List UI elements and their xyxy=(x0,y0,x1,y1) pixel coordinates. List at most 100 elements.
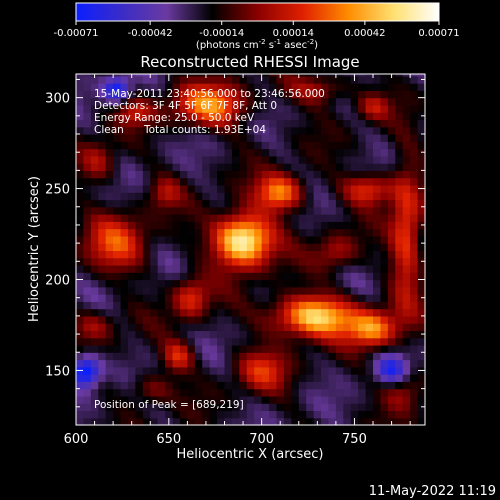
heatmap-cell xyxy=(269,301,278,310)
heatmap-cell xyxy=(328,417,337,426)
heatmap-cell xyxy=(343,315,352,324)
heatmap-cell xyxy=(306,301,315,310)
heatmap-cell xyxy=(380,243,389,251)
heatmap-cell xyxy=(387,235,396,244)
heatmap-cell xyxy=(350,104,359,113)
heatmap-cell xyxy=(179,330,188,339)
heatmap-cell xyxy=(358,206,367,215)
heatmap-cell xyxy=(269,272,278,281)
heatmap-cell xyxy=(306,170,315,179)
heatmap-cell xyxy=(313,206,322,215)
heatmap-cell xyxy=(261,417,270,426)
heatmap-cell xyxy=(135,206,144,215)
heatmap-cell xyxy=(194,395,203,404)
heatmap-cell xyxy=(135,74,144,77)
heatmap-cell xyxy=(150,155,159,164)
heatmap-cell xyxy=(321,134,330,142)
heatmap-cell xyxy=(395,323,404,332)
heatmap-cell xyxy=(127,323,137,332)
heatmap-cell xyxy=(217,264,226,273)
heatmap-cell xyxy=(328,221,337,230)
heatmap-cell xyxy=(380,272,389,281)
heatmap-cell xyxy=(365,243,374,251)
heatmap-cell xyxy=(120,206,129,215)
heatmap-cell xyxy=(328,192,337,201)
heatmap-cell xyxy=(350,315,359,324)
heatmap-cell xyxy=(239,177,248,186)
heatmap-cell xyxy=(350,184,359,193)
heatmap-cell xyxy=(358,199,367,208)
heatmap-cell xyxy=(328,170,337,179)
heatmap-cell xyxy=(246,279,255,288)
heatmap-cell xyxy=(202,192,211,201)
heatmap-cell xyxy=(135,250,144,259)
heatmap-cell xyxy=(127,359,137,368)
heatmap-cell xyxy=(120,323,129,332)
heatmap-cell xyxy=(395,359,404,368)
heatmap-cell xyxy=(276,163,285,171)
heatmap-cell xyxy=(90,330,99,339)
heatmap-cell xyxy=(105,250,114,259)
heatmap-cell xyxy=(306,366,315,375)
heatmap-cell xyxy=(135,395,144,404)
heatmap-cell xyxy=(209,97,218,106)
heatmap-cell xyxy=(246,352,255,361)
heatmap-cell xyxy=(246,344,255,353)
heatmap-cell xyxy=(328,155,337,164)
heatmap-cell xyxy=(269,75,278,84)
heatmap-cell xyxy=(224,148,233,157)
heatmap-cell xyxy=(291,301,300,310)
heatmap-cell xyxy=(365,388,374,397)
heatmap-cell xyxy=(179,214,188,222)
heatmap-cell xyxy=(254,221,263,230)
heatmap-cell xyxy=(142,90,151,99)
heatmap-cell xyxy=(283,366,292,375)
heatmap-cell xyxy=(150,330,159,339)
heatmap-cell xyxy=(90,199,99,208)
heatmap-cell xyxy=(187,264,196,273)
heatmap-cell xyxy=(269,359,278,368)
heatmap-cell xyxy=(358,381,367,390)
heatmap-cell xyxy=(135,104,144,113)
heatmap-cell xyxy=(142,294,151,302)
heatmap-cell xyxy=(98,315,107,324)
heatmap-cell xyxy=(387,272,396,281)
heatmap-cell xyxy=(365,163,374,171)
heatmap-cell xyxy=(105,74,114,77)
heatmap-cell xyxy=(313,264,322,273)
heatmap-cell xyxy=(328,264,337,273)
heatmap-cell xyxy=(321,243,330,251)
heatmap-cell xyxy=(142,221,151,230)
heatmap-cell xyxy=(179,177,188,186)
heatmap-cell xyxy=(380,279,389,288)
heatmap-cell xyxy=(291,272,300,281)
heatmap-cell xyxy=(231,308,240,317)
heatmap-cell xyxy=(276,279,285,288)
heatmap-cell xyxy=(187,272,196,281)
heatmap-cell xyxy=(157,410,166,419)
heatmap-cell xyxy=(350,163,359,171)
heatmap-cell xyxy=(321,250,330,259)
heatmap-cell xyxy=(261,74,270,77)
heatmap-cell xyxy=(120,104,129,113)
heatmap-cell xyxy=(410,315,419,324)
heatmap-cell xyxy=(373,403,382,412)
heatmap-cell xyxy=(283,410,292,419)
heatmap-cell xyxy=(402,184,411,193)
heatmap-cell xyxy=(410,403,419,412)
heatmap-cell xyxy=(194,359,203,368)
heatmap-cell xyxy=(395,148,404,157)
heatmap-cell xyxy=(328,235,337,244)
heatmap-cell xyxy=(127,352,137,361)
heatmap-cell xyxy=(261,235,270,244)
heatmap-cell xyxy=(269,119,278,128)
heatmap-cell xyxy=(269,104,278,113)
heatmap-cell xyxy=(313,381,322,390)
heatmap-cell xyxy=(76,199,85,208)
heatmap-cell xyxy=(239,112,248,121)
heatmap-cell xyxy=(224,352,233,361)
heatmap-cell xyxy=(157,104,166,113)
heatmap-cell xyxy=(187,221,196,230)
heatmap-cell xyxy=(187,359,196,368)
heatmap-cell xyxy=(202,257,211,266)
